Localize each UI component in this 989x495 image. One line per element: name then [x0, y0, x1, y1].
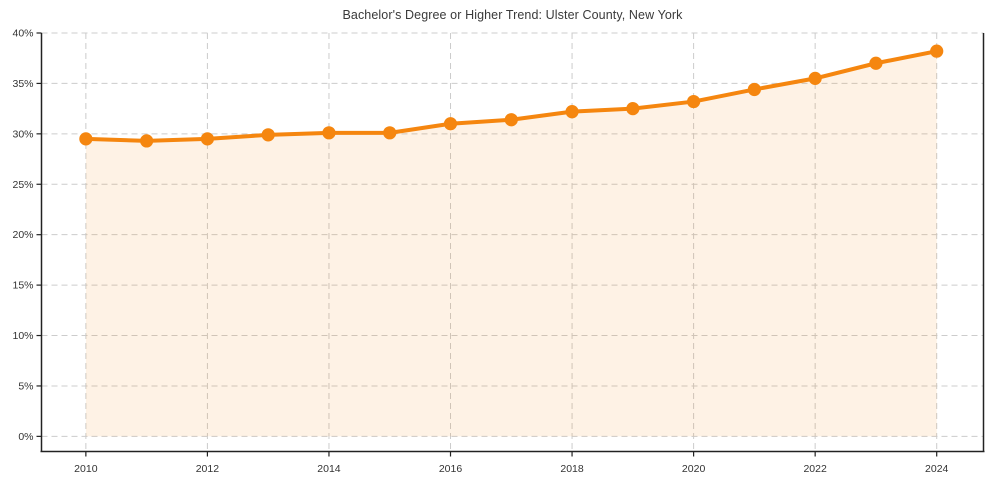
y-tick-label: 10% — [12, 330, 33, 342]
data-point-2016 — [443, 117, 458, 131]
y-tick-label: 25% — [12, 179, 33, 191]
chart-title: Bachelor's Degree or Higher Trend: Ulste… — [342, 8, 683, 22]
y-tick-label: 20% — [12, 229, 33, 241]
data-point-2011 — [140, 134, 154, 148]
x-tick-label: 2020 — [682, 463, 706, 475]
data-point-2012 — [200, 132, 215, 146]
data-point-2015 — [383, 126, 397, 140]
data-point-2019 — [626, 102, 640, 116]
data-point-2021 — [747, 82, 761, 97]
data-point-2017 — [504, 113, 518, 127]
data-point-2024 — [930, 44, 944, 58]
data-point-2010 — [79, 132, 93, 146]
data-point-2014 — [322, 126, 336, 140]
y-tick-label: 35% — [12, 78, 33, 90]
x-tick-label: 2010 — [74, 463, 98, 475]
data-point-2023 — [869, 56, 883, 70]
y-tick-label: 5% — [18, 380, 33, 392]
x-tick-label: 2014 — [317, 463, 341, 475]
x-tick-label: 2016 — [439, 463, 463, 475]
data-point-2020 — [687, 94, 701, 109]
x-tick-label: 2022 — [803, 463, 827, 475]
y-tick-label: 40% — [12, 28, 33, 40]
y-tick-label: 15% — [12, 280, 33, 292]
data-point-2018 — [565, 105, 579, 119]
y-tick-label: 0% — [18, 431, 33, 443]
data-point-2022 — [808, 71, 822, 85]
y-tick-label: 30% — [12, 128, 33, 140]
data-point-2013 — [261, 128, 275, 142]
x-tick-label: 2012 — [196, 463, 220, 475]
x-tick-label: 2018 — [560, 463, 584, 475]
series-area-fill — [85, 51, 937, 437]
x-tick-label: 2024 — [925, 463, 949, 475]
